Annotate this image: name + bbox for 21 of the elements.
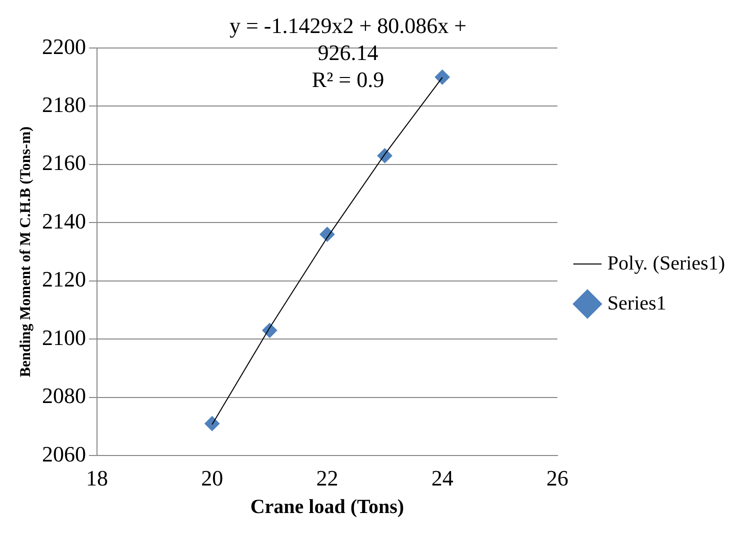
y-tick-label: 2200: [42, 34, 86, 59]
legend-label: Poly. (Series1): [607, 252, 725, 274]
y-tick-label: 2160: [42, 150, 86, 176]
point: [434, 70, 450, 85]
y-tick-label: 2080: [42, 383, 86, 408]
y-axis-title: Bending Moment of M C.H.B (Tons-m): [18, 126, 34, 378]
y-tick-label: 2120: [42, 266, 86, 292]
x-tick-label: 22: [316, 466, 338, 491]
y-tick-label: 2060: [42, 441, 86, 466]
x-tick-label: 26: [546, 466, 568, 491]
y-tick-label: 2140: [42, 208, 86, 234]
x-tick-label: 24: [431, 466, 454, 491]
x-tick-label: 20: [201, 466, 224, 491]
annotation: y = -1.1429x2 + 80.086x + 926.14: [228, 12, 468, 66]
annotation: R² = 0.9: [310, 66, 386, 93]
x-tick-label: 18: [86, 466, 108, 491]
point: [204, 416, 220, 432]
y-tick-label: 2180: [42, 92, 86, 118]
x-axis-title: Crane load (Tons): [250, 496, 404, 518]
legend-label: Series1: [607, 292, 666, 314]
y-tick-label: 2100: [42, 324, 86, 350]
